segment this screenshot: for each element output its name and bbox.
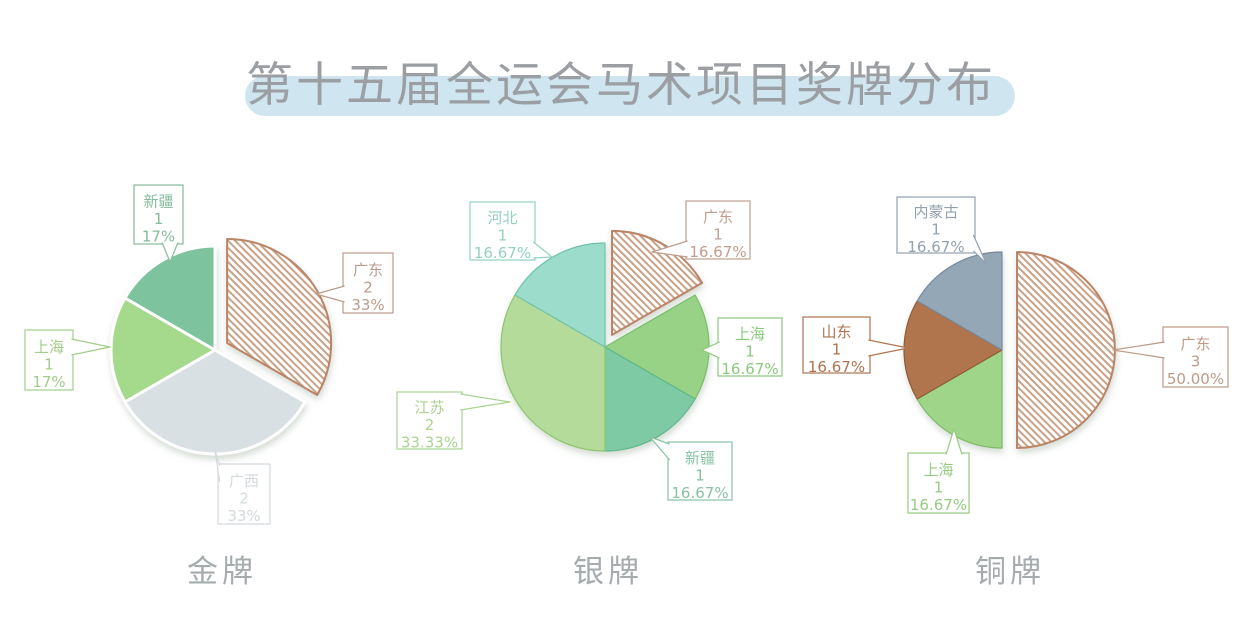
label-box bbox=[667, 441, 733, 501]
pie-slice-内蒙古[interactable] bbox=[916, 251, 1003, 351]
label-pointer-outline bbox=[71, 338, 111, 356]
label-pointer-outline bbox=[649, 436, 671, 461]
pie-slice-广东[interactable] bbox=[1016, 251, 1116, 449]
label-text: 新疆 1 17% bbox=[142, 193, 175, 246]
label-pointer-outline bbox=[651, 240, 688, 258]
pie-0 bbox=[109, 238, 333, 456]
label-text: 上海 1 16.67% bbox=[721, 325, 778, 378]
pie-slice-江苏[interactable] bbox=[500, 294, 606, 452]
slice-label-广东: 广东 3 50.00% bbox=[1112, 326, 1229, 388]
label-text: 广东 2 33% bbox=[351, 261, 384, 314]
pie-slice-新疆[interactable] bbox=[604, 346, 696, 452]
label-box bbox=[802, 316, 871, 374]
slice-label-山东: 山东 1 16.67% bbox=[802, 316, 909, 376]
label-pointer-outline bbox=[1112, 341, 1165, 359]
label-box bbox=[685, 200, 751, 260]
slice-label-新疆: 新疆 1 17% bbox=[133, 184, 184, 263]
pie-slice-广东[interactable] bbox=[611, 229, 704, 336]
chart-caption-bronze: 铜牌 bbox=[975, 554, 1045, 590]
label-pointer-outline bbox=[214, 449, 221, 483]
slice-label-内蒙古: 内蒙古 1 16.67% bbox=[896, 196, 987, 264]
label-text: 上海 1 17% bbox=[32, 338, 65, 391]
label-pointer-outline bbox=[161, 242, 179, 263]
pie-slice-山东[interactable] bbox=[903, 300, 1003, 400]
label-pointer-outline bbox=[533, 241, 553, 259]
label-pointer-outline bbox=[868, 339, 909, 357]
label-pointer-outline bbox=[945, 428, 963, 455]
label-text: 江苏 2 33.33% bbox=[401, 399, 458, 452]
page-title: 第十五届全运会马术项目奖牌分布 bbox=[246, 58, 996, 113]
label-pointer-outline bbox=[701, 341, 720, 359]
label-pointer-outline bbox=[972, 234, 987, 264]
title-highlight-pill bbox=[245, 76, 1015, 116]
label-pointer-fill bbox=[316, 286, 345, 302]
label-box bbox=[717, 317, 783, 377]
label-pointer-outline bbox=[315, 285, 345, 303]
label-box bbox=[24, 329, 74, 391]
slice-label-新疆: 新疆 1 16.67% bbox=[649, 436, 733, 502]
label-text: 河北 1 16.67% bbox=[474, 209, 531, 262]
label-box bbox=[1162, 326, 1229, 388]
pie-1 bbox=[500, 229, 710, 452]
pie-slice-河北[interactable] bbox=[514, 242, 606, 348]
slice-label-上海: 上海 1 17% bbox=[24, 329, 111, 391]
label-pointer-fill bbox=[460, 394, 510, 410]
label-box bbox=[396, 391, 463, 450]
label-box bbox=[896, 196, 976, 254]
slice-label-河北: 河北 1 16.67% bbox=[469, 201, 553, 262]
pie-slice-广东[interactable] bbox=[226, 238, 333, 396]
label-text: 新疆 1 16.67% bbox=[671, 449, 728, 502]
label-pointer-fill bbox=[71, 339, 110, 355]
chart-caption-gold: 金牌 bbox=[187, 554, 257, 590]
label-box bbox=[217, 463, 271, 525]
slice-label-广东: 广东 1 16.67% bbox=[651, 200, 751, 261]
label-pointer-fill bbox=[868, 340, 908, 356]
pie-slice-上海[interactable] bbox=[109, 296, 217, 404]
label-pointer-fill bbox=[946, 429, 962, 455]
slice-label-上海: 上海 1 16.67% bbox=[701, 317, 783, 378]
label-text: 内蒙古 1 16.67% bbox=[907, 203, 964, 256]
pie-slice-新疆[interactable] bbox=[123, 244, 217, 352]
slice-label-广东: 广东 2 33% bbox=[315, 252, 394, 314]
label-pointer-fill bbox=[1113, 342, 1165, 358]
slice-label-广西: 广西 2 33% bbox=[214, 449, 271, 525]
label-text: 广东 1 16.67% bbox=[689, 208, 746, 261]
label-pointer-fill bbox=[162, 242, 178, 262]
label-box bbox=[133, 184, 184, 245]
label-box bbox=[342, 252, 394, 314]
pie-2 bbox=[903, 251, 1116, 449]
label-box bbox=[907, 452, 970, 514]
label-text: 广东 3 50.00% bbox=[1167, 335, 1224, 388]
label-box bbox=[469, 201, 536, 261]
slice-label-上海: 上海 1 16.67% bbox=[907, 428, 970, 514]
chart-caption-silver: 银牌 bbox=[573, 554, 643, 590]
label-pointer-outline bbox=[460, 393, 511, 411]
label-text: 广西 2 33% bbox=[227, 472, 260, 525]
slice-label-江苏: 江苏 2 33.33% bbox=[396, 391, 511, 452]
label-text: 山东 1 16.67% bbox=[808, 323, 865, 376]
label-text: 上海 1 16.67% bbox=[910, 461, 967, 514]
label-pointer-fill bbox=[702, 342, 720, 358]
